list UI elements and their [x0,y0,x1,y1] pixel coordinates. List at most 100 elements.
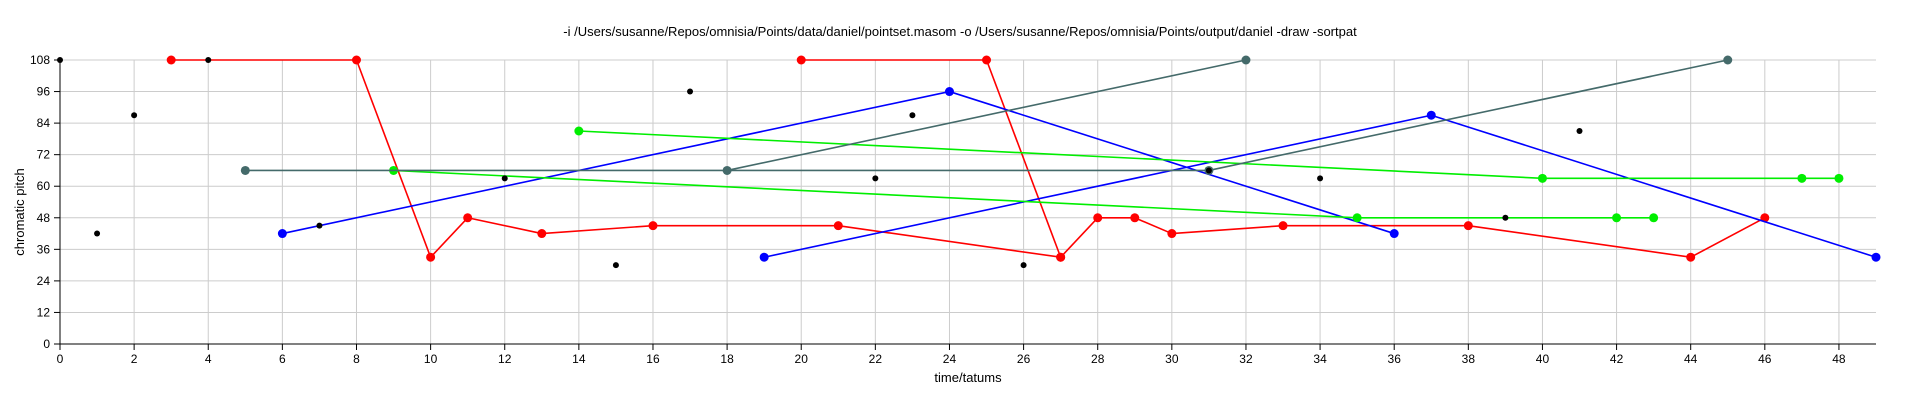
series-point [1723,55,1733,65]
series-point [240,165,250,175]
series-segment [726,59,1247,172]
data-point [205,57,212,63]
series-point [1537,173,1547,183]
x-tick-label: 36 [1388,352,1402,366]
series-point [759,252,769,262]
series-point [1760,213,1770,223]
series-point [833,221,843,231]
series-8 [1204,55,1733,175]
series-6 [574,126,1844,183]
data-point [94,230,101,237]
series-segment [985,59,1062,258]
y-tick-label: 96 [37,85,51,99]
x-tick-label: 12 [498,352,512,366]
data-point [872,175,879,182]
series-point [1612,213,1622,223]
series-segment [1208,59,1728,172]
x-tick-label: 32 [1239,352,1253,366]
x-tick-label: 6 [279,352,286,366]
series-point [463,213,473,223]
series-point [1167,229,1177,239]
y-tick-label: 72 [37,148,51,162]
series-4 [759,110,1881,262]
x-tick-label: 48 [1832,352,1846,366]
data-point [612,262,619,269]
series-point [1241,55,1251,65]
series-point [426,252,436,262]
y-axis-label: chromatic pitch [12,168,27,255]
series-segment [838,224,1061,259]
data-point [57,57,63,63]
data-point [909,112,916,119]
series-segment [1690,217,1766,258]
y-tick-label: 0 [43,337,50,351]
y-tick-label: 24 [37,274,51,288]
x-tick-label: 44 [1684,352,1698,366]
chart-title: -i /Users/susanne/Repos/omnisia/Points/d… [563,24,1357,39]
series-point [1352,213,1362,223]
series-segment [578,130,1543,180]
y-tick-label: 108 [30,53,50,67]
data-point [131,112,138,119]
points-layer [57,57,1583,269]
series-point [166,55,176,65]
series-point [796,55,806,65]
series-segment [1431,114,1877,258]
x-tick-label: 16 [646,352,660,366]
series-point [982,55,992,65]
series-segment [467,216,542,235]
series-7 [240,55,1251,175]
series-segment [430,217,469,258]
data-point [1317,175,1324,182]
series-point [1649,213,1659,223]
x-tick-label: 20 [795,352,809,366]
series-point [1130,213,1140,223]
data-point [501,175,508,182]
y-tick-label: 84 [37,116,51,130]
series-point [351,55,361,65]
series-point [537,229,547,239]
y-tick-label: 12 [37,305,51,319]
series-point [648,221,658,231]
data-point [1205,167,1212,174]
series-segment [763,114,1432,259]
x-tick-label: 2 [131,352,138,366]
series-point [1797,173,1807,183]
x-tick-label: 42 [1610,352,1624,366]
x-axis-label: time/tatums [934,370,1002,385]
series-segment [541,224,654,235]
x-tick-label: 4 [205,352,212,366]
series-1 [166,55,1770,262]
grid [59,59,1876,345]
series-point [1389,229,1399,239]
series-5 [389,165,1659,223]
x-tick-label: 26 [1017,352,1031,366]
axes: 0 2 4 6 8 10 12 14 16 18 20 22 24 26 28 30 32 34 36 38 40 42 4… [30,53,1876,366]
series-segment [949,90,1395,235]
series-point [722,165,732,175]
x-tick-label: 34 [1313,352,1327,366]
x-tick-label: 30 [1165,352,1179,366]
series-point [1056,252,1066,262]
series-segment [1134,217,1173,235]
x-tick-label: 24 [943,352,957,366]
x-tick-label: 18 [720,352,734,366]
x-tick-label: 40 [1536,352,1550,366]
series-segment [282,90,950,235]
series-point [1871,252,1881,262]
series-point [1093,213,1103,223]
series-point [574,126,584,136]
series-point [1278,221,1288,231]
series-point [944,87,954,97]
data-point [1502,214,1509,221]
x-tick-label: 8 [353,352,360,366]
x-tick-label: 38 [1462,352,1476,366]
series-2 [796,55,1066,262]
y-tick-label: 60 [37,179,51,193]
series-point [1426,110,1436,120]
series-segment [355,59,432,258]
series-segment [393,169,1358,219]
series-segment [1171,224,1284,235]
x-tick-label: 22 [869,352,883,366]
